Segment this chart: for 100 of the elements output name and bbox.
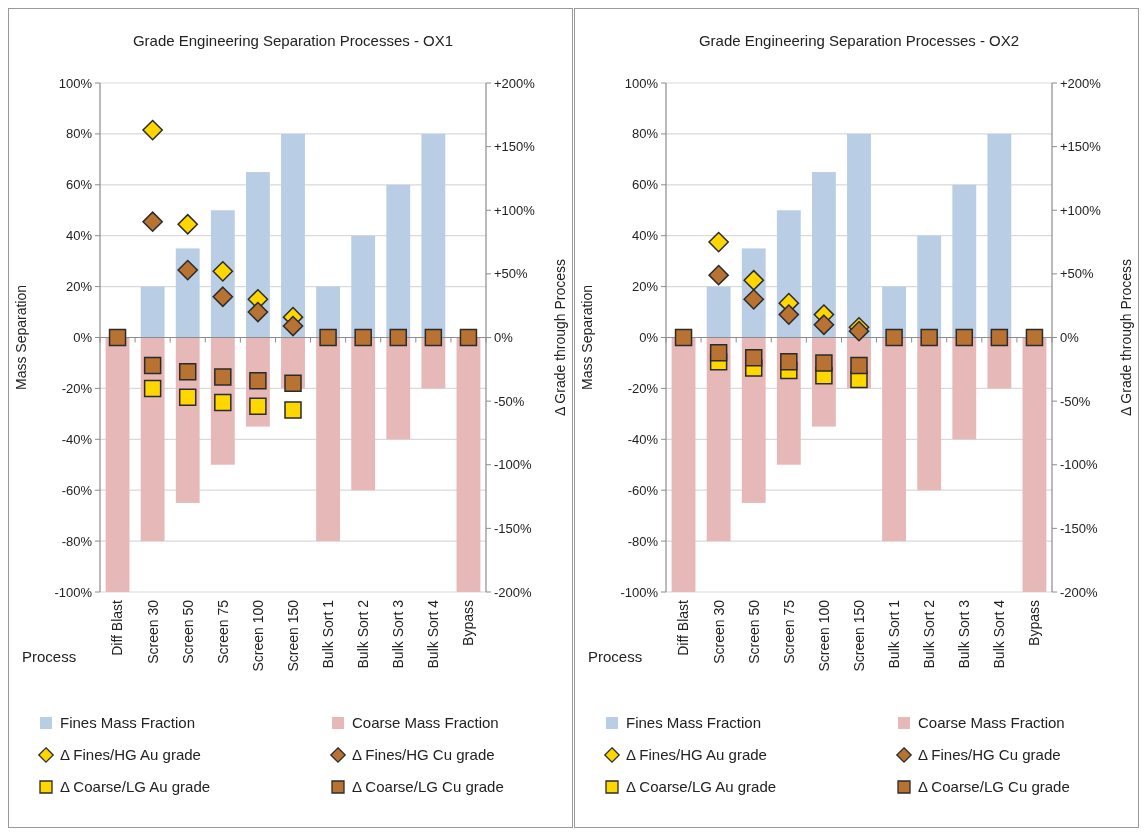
point (813, 314, 835, 336)
x-tick-label: Screen 150 (284, 599, 301, 672)
x-tick-label: Bulk Sort 1 (885, 599, 902, 669)
x-axis-title: Process (22, 648, 77, 665)
point (990, 328, 1009, 347)
y2-axis-title: Δ Grade through Process (1118, 258, 1134, 417)
bar (706, 337, 731, 542)
y2-tick-label: +150% (494, 139, 536, 155)
x-tick-label: Screen 30 (710, 599, 727, 664)
point (249, 372, 267, 390)
point (354, 328, 372, 347)
x-tick-label: Diff Blast (675, 599, 692, 656)
point (177, 213, 199, 235)
y2-tick-label: +100% (494, 202, 536, 218)
point (743, 288, 765, 310)
x-tick-label: Bypass (460, 600, 477, 646)
point (744, 349, 763, 367)
bar (952, 184, 977, 338)
y2-tick-label: +200% (494, 75, 536, 91)
legend-label: Δ Fines/HG Au grade (60, 746, 201, 764)
chart-title: Grade Engineering Separation Processes - OX2 (698, 32, 1020, 49)
y-tick-label: 100% (624, 75, 659, 91)
point (214, 393, 232, 412)
x-tick-label: Screen 50 (179, 599, 196, 664)
x-tick-label: Screen 100 (249, 599, 266, 672)
y2-tick-label: -50% (494, 393, 525, 409)
point (424, 328, 443, 347)
bar (421, 133, 446, 338)
y2-tick-label: -100% (1060, 457, 1099, 473)
bar (316, 337, 341, 542)
y-tick-label: 100% (58, 75, 93, 91)
point (142, 211, 163, 233)
y-tick-label: -80% (627, 533, 659, 549)
point (815, 354, 833, 372)
point (143, 356, 162, 375)
point (247, 301, 269, 323)
bar (140, 286, 165, 338)
point (955, 328, 974, 347)
y-tick-label: 40% (65, 228, 93, 244)
legend-label: Δ Fines/HG Cu grade (918, 746, 1061, 764)
chart-title: Grade Engineering Separation Processes - OX1 (132, 32, 454, 49)
point (709, 344, 728, 362)
point (214, 368, 232, 386)
x-tick-label: Bulk Sort 1 (319, 599, 336, 669)
point (920, 328, 938, 347)
y2-tick-label: +50% (1060, 266, 1095, 282)
y2-tick-label: -200% (1060, 584, 1099, 600)
bar (351, 235, 376, 338)
y2-tick-label: +50% (494, 266, 529, 282)
x-tick-label: Bulk Sort 4 (425, 599, 442, 669)
y-tick-label: -60% (627, 482, 659, 498)
y-tick-label: -100% (54, 584, 93, 600)
legend-label: Δ Coarse/LG Au grade (60, 778, 211, 796)
y2-tick-label: -50% (1060, 393, 1091, 409)
point (708, 231, 729, 253)
point (319, 328, 337, 347)
y2-tick-label: -200% (494, 584, 533, 600)
x-tick-label: Screen 50 (745, 599, 762, 664)
y-tick-label: 20% (65, 279, 93, 295)
x-tick-label: Bulk Sort 2 (355, 599, 372, 669)
point (108, 328, 127, 347)
x-tick-label: Bulk Sort 2 (921, 599, 938, 669)
point (143, 379, 162, 398)
bar (281, 133, 305, 338)
bar (456, 337, 481, 592)
point (674, 328, 693, 347)
y-axis-title: Mass Separation (579, 284, 595, 391)
y-tick-label: 0% (73, 330, 93, 346)
legend-label: Δ Coarse/LG Cu grade (352, 778, 504, 796)
y-tick-label: 40% (631, 228, 659, 244)
y-tick-label: 20% (631, 279, 659, 295)
point (389, 328, 408, 347)
point (282, 315, 304, 337)
bar (105, 337, 130, 592)
x-axis-title: Process (588, 648, 643, 665)
bar (917, 235, 942, 338)
bar (917, 337, 942, 491)
point (1025, 328, 1044, 347)
point (212, 286, 234, 308)
point (459, 328, 478, 347)
bar (987, 133, 1012, 338)
y-tick-label: 80% (65, 126, 93, 142)
y-tick-label: -60% (61, 482, 93, 498)
y2-tick-label: 0% (494, 330, 514, 346)
bar (706, 286, 731, 338)
y-tick-label: 0% (639, 330, 659, 346)
x-tick-label: Screen 30 (144, 599, 161, 664)
point (284, 401, 302, 419)
legend-label: Fines Mass Fraction (626, 714, 762, 732)
x-tick-label: Screen 75 (214, 599, 231, 664)
y-tick-label: -100% (620, 584, 659, 600)
y2-tick-label: +100% (1060, 202, 1102, 218)
point (743, 269, 765, 291)
x-tick-label: Screen 75 (780, 599, 797, 664)
bar (386, 184, 411, 338)
bar (671, 337, 696, 592)
y-tick-label: -40% (627, 431, 659, 447)
x-tick-label: Bulk Sort 3 (390, 599, 407, 669)
y2-tick-label: -150% (1060, 520, 1099, 536)
bar (1022, 337, 1047, 592)
